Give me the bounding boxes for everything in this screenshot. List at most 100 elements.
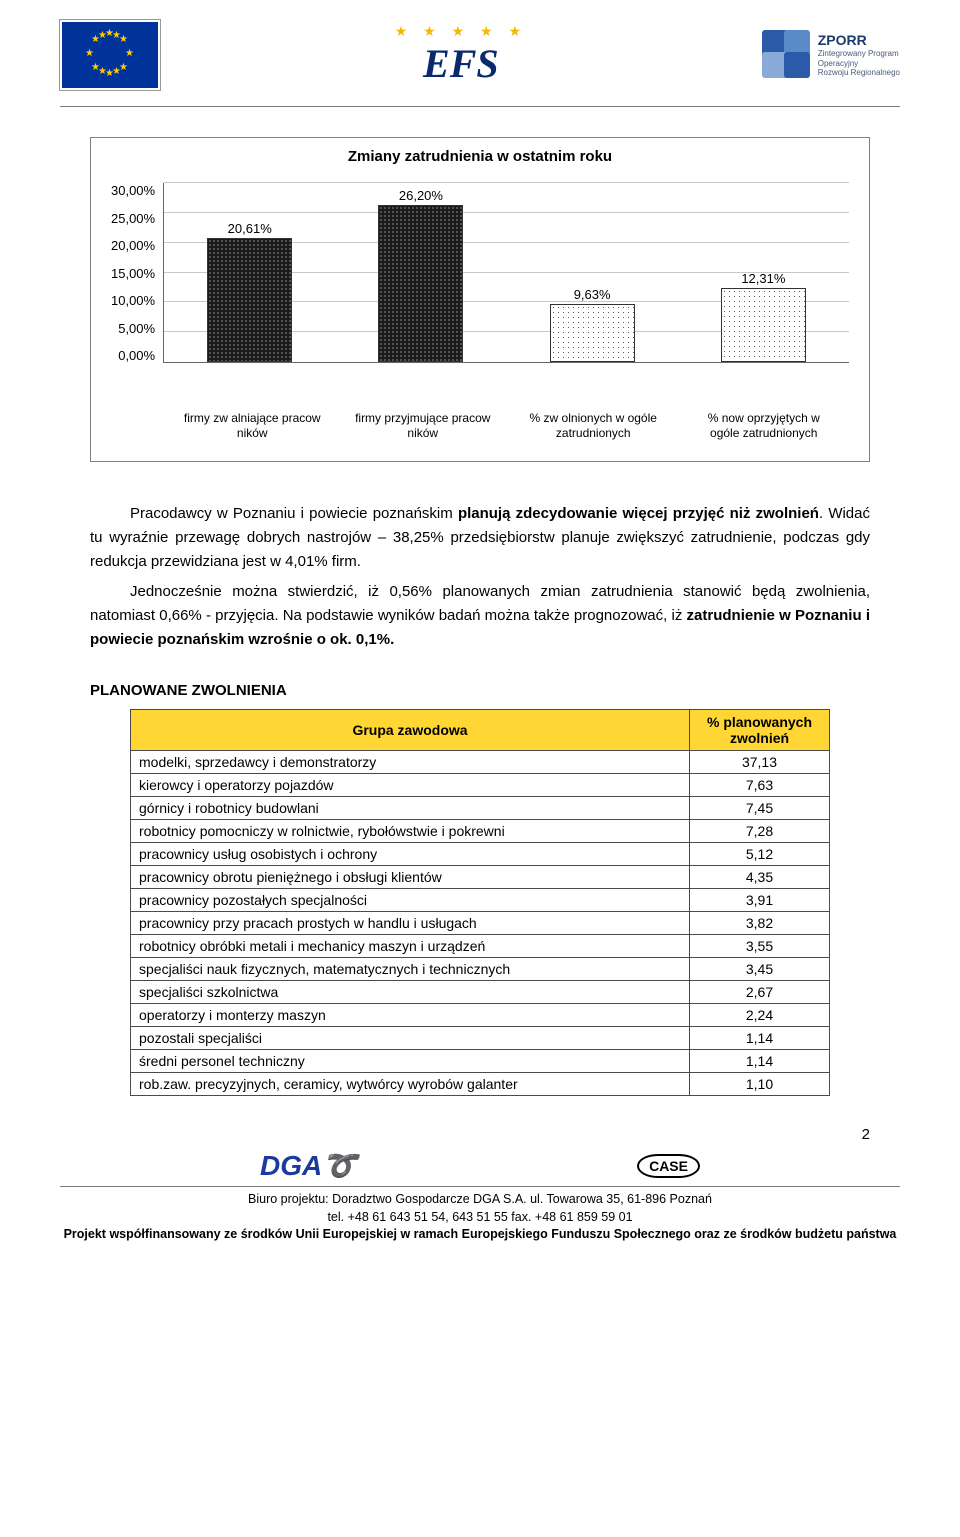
table-row: rob.zaw. precyzyjnych, ceramicy, wytwórc…	[131, 1073, 830, 1096]
efs-logo-text: EFS	[395, 40, 527, 87]
x-label: % zw olnionych w ogóle zatrudnionych	[523, 411, 663, 441]
dga-logo-icon: DGA➰	[260, 1149, 357, 1182]
table-cell-group: górnicy i robotnicy budowlani	[131, 797, 690, 820]
table-cell-value: 2,67	[690, 981, 830, 1004]
chart-bar-value-label: 9,63%	[574, 287, 611, 302]
zporr-title: ZPORR	[818, 32, 900, 49]
x-label: % now oprzyjętych w ogóle zatrudnionych	[694, 411, 834, 441]
footer-line3: Projekt współfinansowany ze środków Unii…	[40, 1226, 920, 1244]
header-logos: ★ ★ ★ ★ ★ ★ ★ ★ ★ ★ ★ ★ ★ ★ ★ ★ ★ EFS ZP…	[0, 0, 960, 100]
table-cell-value: 7,45	[690, 797, 830, 820]
header-divider	[60, 106, 900, 107]
table-cell-value: 3,82	[690, 912, 830, 935]
table-cell-group: średni personel techniczny	[131, 1050, 690, 1073]
table-row: pozostali specjaliści1,14	[131, 1027, 830, 1050]
chart-bar-wrap: 12,31%	[703, 288, 823, 362]
table-cell-group: pozostali specjaliści	[131, 1027, 690, 1050]
chart-bar-wrap: 9,63%	[532, 304, 652, 362]
chart-bar-wrap: 26,20%	[361, 205, 481, 362]
table-cell-group: pracownicy pozostałych specjalności	[131, 889, 690, 912]
table-cell-group: operatorzy i monterzy maszyn	[131, 1004, 690, 1027]
p1-a: Pracodawcy w Poznaniu i powiecie poznańs…	[130, 505, 458, 522]
efs-logo-icon: ★ ★ ★ ★ ★ EFS	[395, 23, 527, 87]
table-header-pct: % planowanych zwolnień	[690, 710, 830, 751]
chart-title: Zmiany zatrudnienia w ostatnim roku	[111, 148, 849, 165]
footer-divider	[60, 1186, 900, 1187]
y-tick: 20,00%	[111, 238, 155, 253]
chart-plot-area: 20,61% 26,20% 9,63% 12,31%	[163, 183, 849, 363]
footer-line1: Biuro projektu: Doradztwo Gospodarcze DG…	[40, 1191, 920, 1209]
table-cell-value: 1,14	[690, 1050, 830, 1073]
zporr-sub1: Zintegrowany Program	[818, 49, 900, 59]
table-cell-group: pracownicy usług osobistych i ochrony	[131, 843, 690, 866]
table-cell-value: 7,28	[690, 820, 830, 843]
chart-bar	[721, 288, 806, 362]
table-cell-value: 3,55	[690, 935, 830, 958]
chart-bar-wrap: 20,61%	[190, 238, 310, 362]
table-cell-group: specjaliści szkolnictwa	[131, 981, 690, 1004]
table-cell-group: kierowcy i operatorzy pojazdów	[131, 774, 690, 797]
paragraph-2: Jednocześnie można stwierdzić, iż 0,56% …	[90, 580, 870, 652]
table-row: modelki, sprzedawcy i demonstratorzy37,1…	[131, 751, 830, 774]
y-tick: 0,00%	[118, 348, 155, 363]
table-cell-value: 37,13	[690, 751, 830, 774]
paragraph-1: Pracodawcy w Poznaniu i powiecie poznańs…	[90, 502, 870, 574]
footer-text: Biuro projektu: Doradztwo Gospodarcze DG…	[40, 1191, 920, 1244]
table-cell-value: 5,12	[690, 843, 830, 866]
chart-bar-value-label: 20,61%	[228, 221, 272, 236]
table-row: kierowcy i operatorzy pojazdów7,63	[131, 774, 830, 797]
x-label: firmy zw alniające pracow ników	[182, 411, 322, 441]
table-row: specjaliści szkolnictwa2,67	[131, 981, 830, 1004]
section-heading: PLANOWANE ZWOLNIENIA	[90, 682, 870, 699]
table-cell-value: 4,35	[690, 866, 830, 889]
table-cell-value: 2,24	[690, 1004, 830, 1027]
table-row: pracownicy pozostałych specjalności3,91	[131, 889, 830, 912]
chart-bar	[550, 304, 635, 362]
case-logo-icon: CASE	[637, 1154, 700, 1178]
footer-logos: DGA➰ CASE	[120, 1149, 840, 1182]
body-text: Pracodawcy w Poznaniu i powiecie poznańs…	[90, 502, 870, 652]
y-tick: 15,00%	[111, 266, 155, 281]
zwolnienia-table: Grupa zawodowa % planowanych zwolnień mo…	[130, 709, 830, 1096]
chart-container: Zmiany zatrudnienia w ostatnim roku 30,0…	[90, 137, 870, 462]
table-cell-group: pracownicy obrotu pieniężnego i obsługi …	[131, 866, 690, 889]
zporr-sub3: Rozwoju Regionalnego	[818, 68, 900, 78]
table-row: pracownicy obrotu pieniężnego i obsługi …	[131, 866, 830, 889]
zporr-logo-icon: ZPORR Zintegrowany Program Operacyjny Ro…	[762, 30, 900, 80]
footer-line2: tel. +48 61 643 51 54, 643 51 55 fax. +4…	[40, 1209, 920, 1227]
table-cell-group: modelki, sprzedawcy i demonstratorzy	[131, 751, 690, 774]
table-row: robotnicy pomocniczy w rolnictwie, ryboł…	[131, 820, 830, 843]
table-cell-value: 7,63	[690, 774, 830, 797]
eu-flag-icon: ★ ★ ★ ★ ★ ★ ★ ★ ★ ★ ★ ★	[60, 20, 160, 90]
chart-y-axis: 30,00% 25,00% 20,00% 15,00% 10,00% 5,00%…	[111, 183, 163, 363]
y-tick: 5,00%	[118, 321, 155, 336]
y-tick: 10,00%	[111, 293, 155, 308]
table-cell-group: robotnicy pomocniczy w rolnictwie, ryboł…	[131, 820, 690, 843]
table-cell-group: pracownicy przy pracach prostych w handl…	[131, 912, 690, 935]
table-row: średni personel techniczny1,14	[131, 1050, 830, 1073]
table-cell-value: 3,45	[690, 958, 830, 981]
table-cell-group: rob.zaw. precyzyjnych, ceramicy, wytwórc…	[131, 1073, 690, 1096]
page-number: 2	[0, 1126, 870, 1143]
table-row: górnicy i robotnicy budowlani7,45	[131, 797, 830, 820]
table-row: pracownicy usług osobistych i ochrony5,1…	[131, 843, 830, 866]
table-row: operatorzy i monterzy maszyn2,24	[131, 1004, 830, 1027]
table-cell-group: specjaliści nauk fizycznych, matematyczn…	[131, 958, 690, 981]
chart-bar-value-label: 12,31%	[741, 271, 785, 286]
zporr-sub2: Operacyjny	[818, 59, 900, 69]
table-cell-value: 1,14	[690, 1027, 830, 1050]
table-row: pracownicy przy pracach prostych w handl…	[131, 912, 830, 935]
chart-bar	[378, 205, 463, 362]
chart-x-axis: firmy zw alniające pracow ników firmy pr…	[167, 411, 849, 441]
y-tick: 30,00%	[111, 183, 155, 198]
p1-b: planują zdecydowanie więcej przyjęć niż …	[458, 505, 819, 522]
chart-bar-value-label: 26,20%	[399, 188, 443, 203]
table-cell-group: robotnicy obróbki metali i mechanicy mas…	[131, 935, 690, 958]
table-cell-value: 3,91	[690, 889, 830, 912]
table-header-group: Grupa zawodowa	[131, 710, 690, 751]
y-tick: 25,00%	[111, 211, 155, 226]
table-row: robotnicy obróbki metali i mechanicy mas…	[131, 935, 830, 958]
chart-bar	[207, 238, 292, 362]
x-label: firmy przyjmujące pracow ników	[353, 411, 493, 441]
table-cell-value: 1,10	[690, 1073, 830, 1096]
